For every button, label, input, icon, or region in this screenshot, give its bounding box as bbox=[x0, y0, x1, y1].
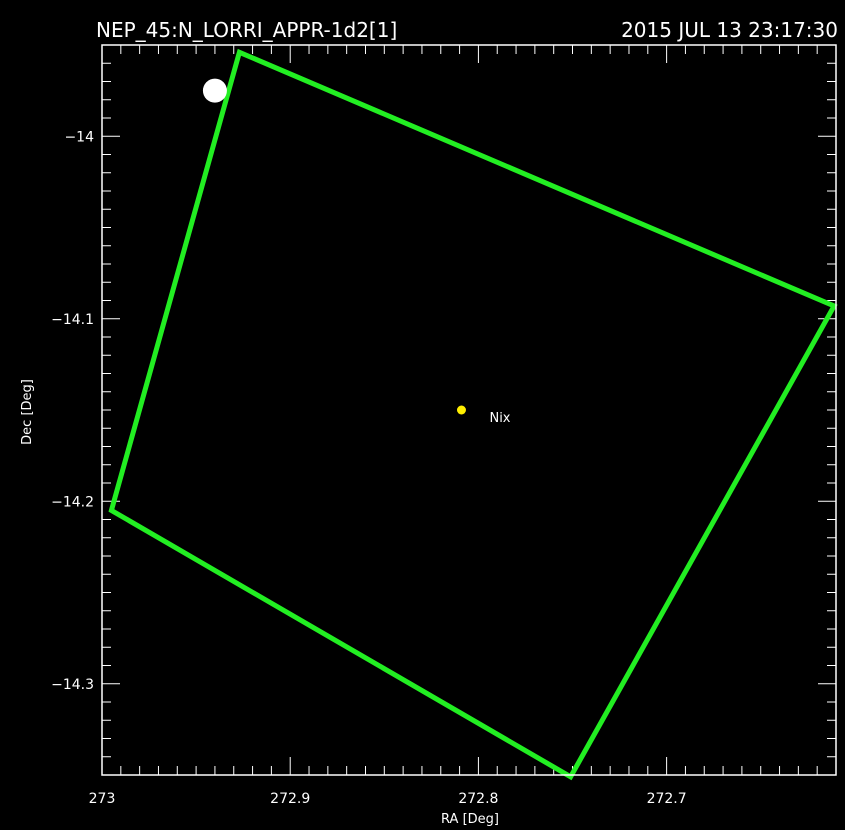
x-tick-label: 272.8 bbox=[458, 791, 498, 807]
target-point bbox=[457, 406, 466, 415]
x-tick-label: 272.9 bbox=[270, 791, 310, 807]
title-right: 2015 JUL 13 23:17:30 bbox=[621, 18, 838, 42]
y-tick-label: −14.3 bbox=[51, 677, 94, 693]
x-tick-label: 272.7 bbox=[647, 791, 687, 807]
y-axis-label: Dec [Deg] bbox=[20, 379, 35, 445]
target-point bbox=[203, 79, 227, 103]
x-axis-label: RA [Deg] bbox=[441, 812, 499, 827]
y-tick-label: −14.1 bbox=[51, 312, 94, 328]
point-label: Nix bbox=[489, 411, 510, 426]
y-tick-label: −14.2 bbox=[51, 494, 94, 510]
title-left: NEP_45:N_LORRI_APPR-1d2[1] bbox=[96, 18, 397, 42]
x-tick-label: 273 bbox=[89, 791, 116, 807]
y-tick-label: −14 bbox=[64, 129, 94, 145]
